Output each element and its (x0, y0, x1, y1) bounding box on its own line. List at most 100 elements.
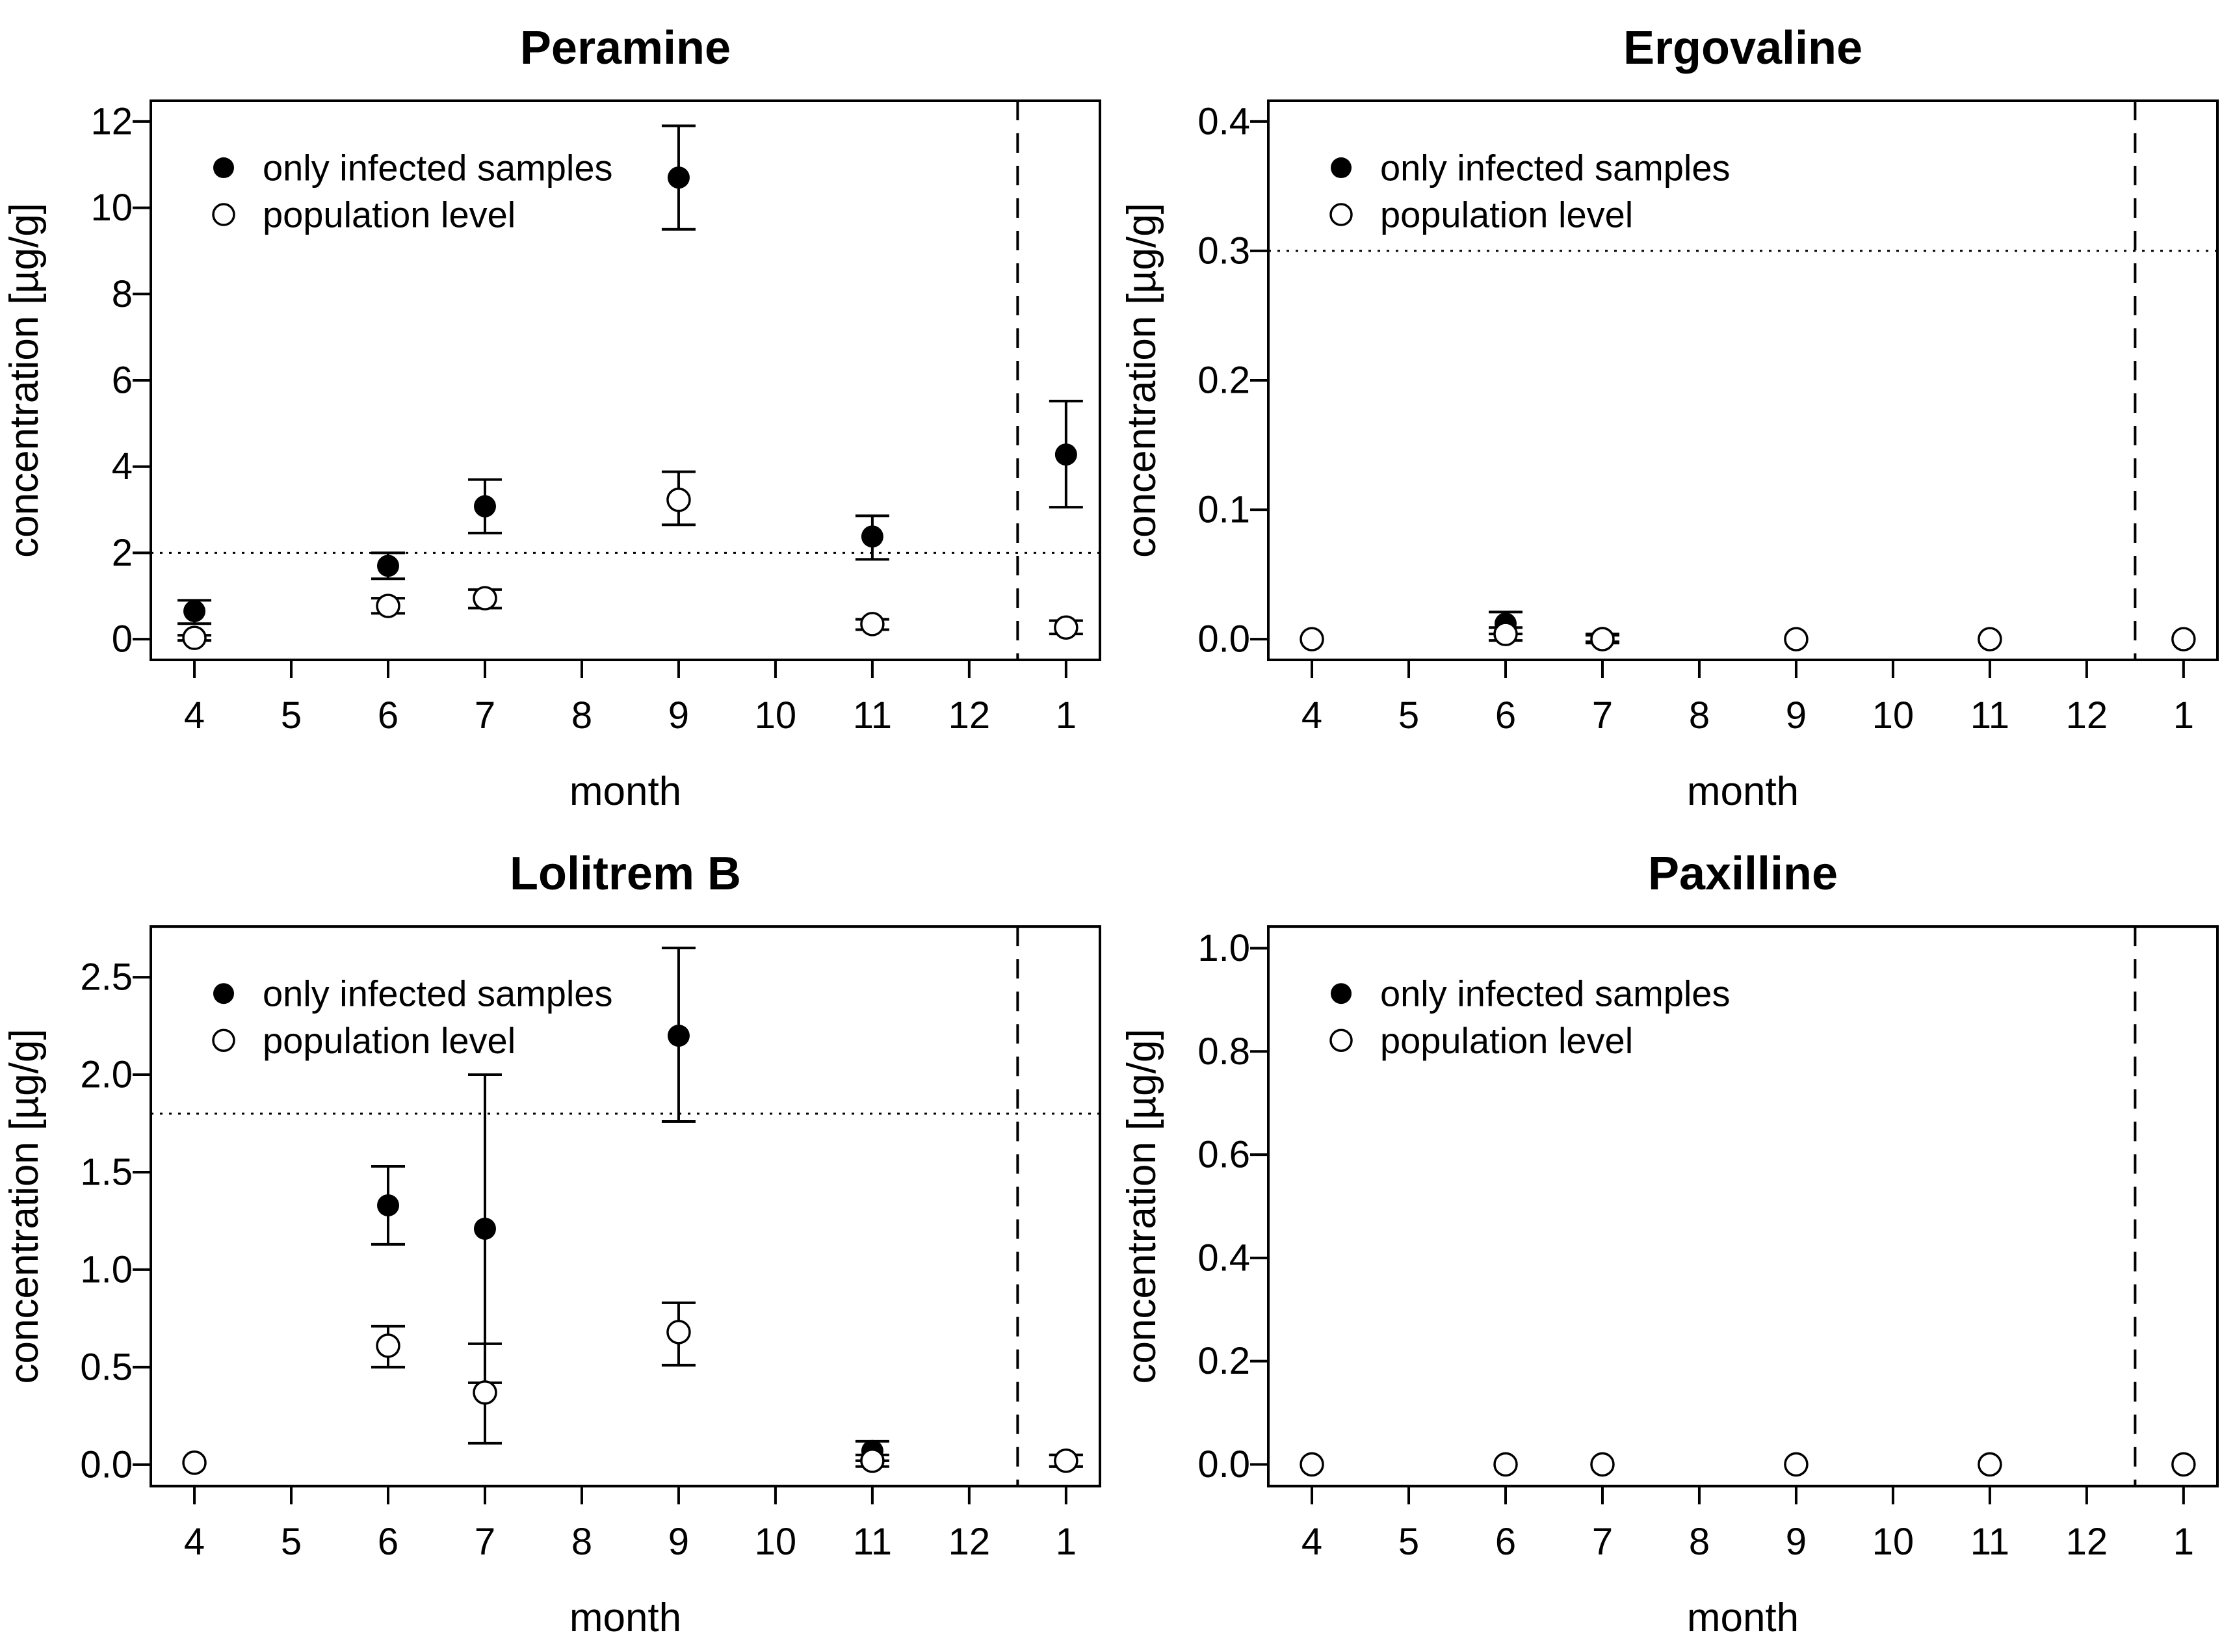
x-axis-label: month (1687, 1595, 1799, 1640)
x-tick-label: 11 (1970, 1521, 2009, 1563)
data-point-population (1493, 622, 1518, 646)
panel-paxilline: Paxilline concentration [µg/g] month 4 5 6 7 8 9… (1118, 826, 2235, 1652)
x-tick-label: 8 (571, 1521, 592, 1563)
data-point-population (666, 1320, 691, 1344)
x-tick-label: 5 (1398, 1521, 1419, 1563)
legend-open-circle (212, 203, 235, 226)
panel-ergovaline: Ergovaline concentration [µg/g] month 4 5 6 7 8… (1118, 0, 2235, 826)
data-point-infected (183, 600, 206, 623)
y-axis-label: concentration [µg/g] (2, 1029, 47, 1383)
x-tick-label: 6 (378, 694, 399, 737)
x-tick-label: 1 (2173, 1521, 2194, 1563)
y-tick-label: 0.6 (1197, 1134, 1250, 1176)
data-point-population (182, 1450, 207, 1475)
data-point-infected (473, 495, 496, 518)
y-axis-label: concentration [µg/g] (2, 203, 47, 558)
y-tick-label: 1.0 (80, 1248, 133, 1291)
legend-filled-circle (213, 983, 234, 1004)
data-point-population (1300, 1452, 1324, 1477)
data-point-population (1978, 627, 2002, 651)
x-tick-label: 7 (475, 1521, 495, 1563)
data-point-population (1300, 627, 1324, 651)
x-tick-label: 11 (853, 1521, 892, 1563)
x-tick-label: 9 (1786, 694, 1807, 737)
y-tick-label: 2.0 (80, 1054, 133, 1096)
chart-ergovaline: Ergovaline concentration [µg/g] month 4 5 6 7 8… (1119, 22, 2219, 814)
y-tick-label: 0.0 (80, 1443, 133, 1486)
x-tick-label: 12 (948, 1521, 991, 1563)
legend-label: population level (263, 1020, 516, 1061)
chart-paxilline: Paxilline concentration [µg/g] month 4 5 6 7 8 9… (1119, 848, 2219, 1640)
x-tick-label: 5 (281, 1521, 302, 1563)
x-tick-label: 12 (2066, 694, 2108, 737)
data-point-infected (377, 555, 399, 577)
y-tick-label: 0.1 (1197, 489, 1250, 531)
y-tick-label: 2.5 (80, 956, 133, 999)
panel-title: Peramine (520, 22, 731, 74)
x-tick-label: 5 (281, 694, 302, 737)
x-tick-label: 12 (948, 694, 991, 737)
x-tick-label: 4 (1301, 694, 1322, 737)
data-point-population (1590, 627, 1615, 651)
data-point-population (1493, 1452, 1518, 1477)
data-point-population (666, 488, 691, 512)
x-tick-label: 10 (1872, 1521, 1915, 1563)
x-tick-label: 12 (2066, 1521, 2108, 1563)
panel-title: Paxilline (1648, 848, 1838, 900)
x-tick-label: 10 (1872, 694, 1915, 737)
x-tick-label: 7 (1592, 694, 1613, 737)
x-tick-label: 4 (184, 694, 205, 737)
data-point-population (473, 1380, 497, 1405)
x-tick-label: 1 (1056, 1521, 1077, 1563)
y-axis-label: concentration [µg/g] (1119, 1029, 1164, 1383)
legend-filled-circle (1331, 983, 1352, 1004)
y-tick-label: 6 (112, 360, 133, 402)
data-point-infected (377, 1194, 399, 1216)
data-point-population (860, 1449, 885, 1473)
x-tick-label: 9 (668, 694, 689, 737)
y-axis-label: concentration [µg/g] (1119, 203, 1164, 558)
y-tick-label: 0.3 (1197, 229, 1250, 272)
x-tick-label: 10 (755, 694, 797, 737)
x-axis-label: month (1687, 769, 1799, 814)
plot-box (150, 925, 1101, 1488)
y-tick-label: 4 (112, 445, 133, 488)
chart-lolitrem-b: Lolitrem B concentration [µg/g] month 4 5 6 7 8… (2, 848, 1101, 1640)
data-point-population (2171, 627, 2196, 651)
x-tick-label: 6 (378, 1521, 399, 1563)
y-tick-label: 10 (90, 187, 133, 229)
y-tick-label: 0.0 (1197, 1443, 1250, 1486)
x-tick-label: 11 (853, 694, 892, 737)
x-tick-label: 1 (2173, 694, 2194, 737)
legend-label: only infected samples (1380, 148, 1731, 189)
x-tick-label: 9 (668, 1521, 689, 1563)
chart-peramine: Peramine concentration [µg/g] month 4 5 6 7 8 9 1… (2, 22, 1101, 814)
panel-peramine: Peramine concentration [µg/g] month 4 5 6 7 8 9 1… (0, 0, 1118, 826)
y-tick-label: 0.4 (1197, 100, 1250, 142)
legend-label: population level (263, 194, 516, 235)
data-point-population (2171, 1452, 2196, 1477)
y-tick-label: 1.0 (1197, 927, 1250, 969)
panel-title: Lolitrem B (510, 848, 741, 900)
y-tick-label: 12 (90, 100, 133, 142)
y-tick-label: 0 (112, 618, 133, 661)
x-tick-label: 6 (1495, 1521, 1516, 1563)
legend-label: population level (1380, 1020, 1633, 1061)
y-tick-label: 8 (112, 273, 133, 315)
x-tick-label: 4 (184, 1521, 205, 1563)
y-tick-label: 2 (112, 532, 133, 574)
data-point-infected (473, 1217, 496, 1240)
legend-label: only infected samples (263, 148, 613, 189)
x-tick-label: 9 (1786, 1521, 1807, 1563)
x-tick-label: 6 (1495, 694, 1516, 737)
panel-title: Ergovaline (1623, 22, 1862, 74)
x-tick-label: 8 (1689, 1521, 1710, 1563)
data-point-population (860, 612, 885, 636)
data-point-infected (1054, 443, 1077, 466)
legend-label: only infected samples (1380, 973, 1730, 1014)
y-tick-label: 0.2 (1197, 1340, 1250, 1382)
x-tick-label: 1 (1056, 694, 1077, 737)
x-tick-label: 8 (1689, 694, 1710, 737)
x-tick-label: 10 (755, 1521, 797, 1563)
